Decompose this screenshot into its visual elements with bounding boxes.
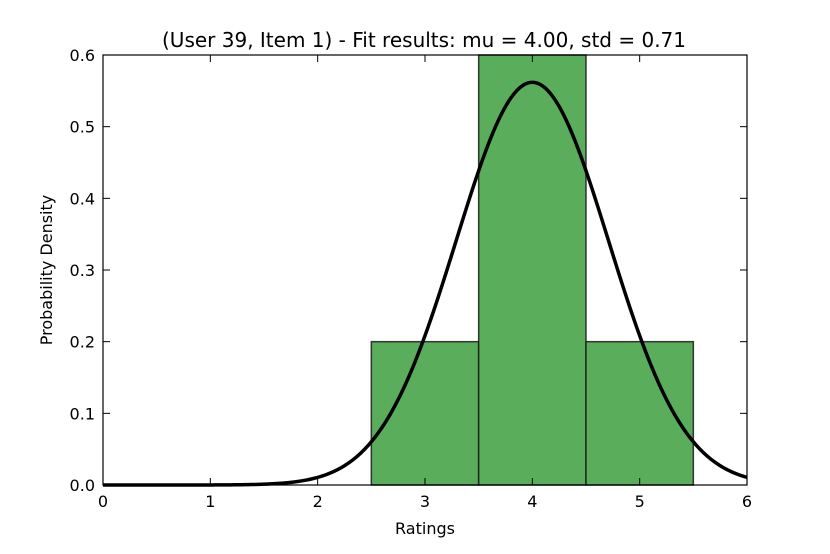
y-tick-label: 0.1 <box>70 404 95 423</box>
plot-area <box>103 54 748 487</box>
y-tick-label: 0.3 <box>70 261 95 280</box>
x-tick-label: 0 <box>98 492 108 511</box>
x-tick-label: 4 <box>527 492 537 511</box>
x-tick-label: 6 <box>742 492 752 511</box>
axes: 0 1 2 3 4 5 6 0.0 0.1 0.2 0.3 0.4 0.5 0.6 <box>70 46 753 511</box>
x-tick-label: 1 <box>205 492 215 511</box>
x-axis-title: Ratings <box>395 519 455 538</box>
y-tick-label: 0.6 <box>70 46 95 65</box>
x-tick-label: 5 <box>635 492 645 511</box>
histogram-bar-1 <box>370 340 480 486</box>
histogram-bar-3 <box>585 340 695 486</box>
y-tick-label: 0.2 <box>70 333 95 352</box>
x-tick-label: 3 <box>420 492 430 511</box>
chart-title: (User 39, Item 1) - Fit results: mu = 4.… <box>162 28 686 52</box>
histogram-bar-2 <box>477 54 587 486</box>
x-tick-label: 2 <box>313 492 323 511</box>
y-tick-label: 0.0 <box>70 476 95 495</box>
y-tick-label: 0.4 <box>70 189 95 208</box>
y-tick-label: 0.5 <box>70 118 95 137</box>
y-axis-title: Probability Density <box>37 195 56 346</box>
